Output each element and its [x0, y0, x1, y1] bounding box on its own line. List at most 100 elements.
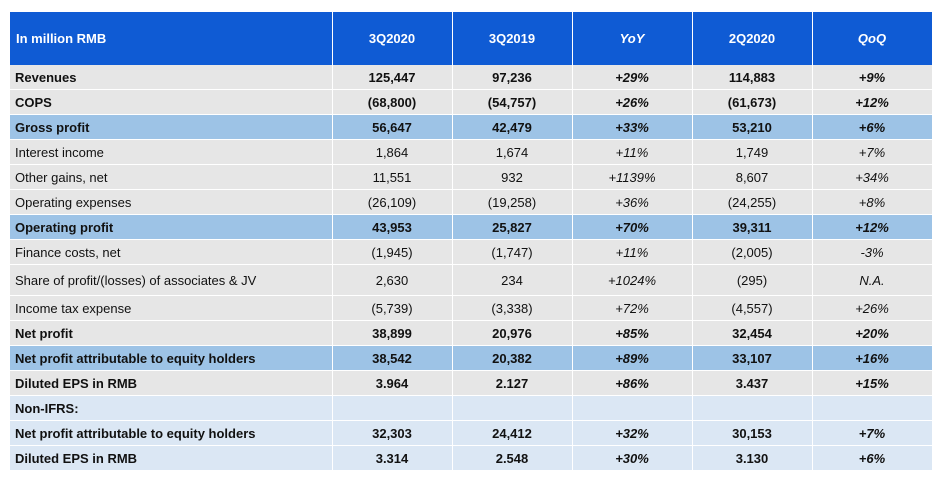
cell-yoy: +11% — [572, 239, 693, 265]
row-label: Operating profit — [10, 214, 333, 240]
cell-3q2019: 2.127 — [452, 370, 573, 396]
cell-yoy: +86% — [572, 370, 693, 396]
cell-2q2020: (4,557) — [692, 295, 813, 321]
cell-qoq: +16% — [812, 345, 933, 371]
cell-yoy: +85% — [572, 320, 693, 346]
cell-qoq: +7% — [812, 139, 933, 165]
cell-2q2020: 1,749 — [692, 139, 813, 165]
row-operating-profit: Operating profit 43,953 25,827 +70% 39,3… — [10, 214, 933, 240]
cell-3q2020: 38,542 — [332, 345, 453, 371]
financial-summary-table-container: In million RMB 3Q2020 3Q2019 YoY 2Q2020 … — [10, 12, 933, 471]
cell-2q2020: (2,005) — [692, 239, 813, 265]
cell-3q2020: 43,953 — [332, 214, 453, 240]
cell-2q2020: 30,153 — [692, 420, 813, 446]
row-label: Share of profit/(losses) of associates &… — [10, 264, 333, 296]
cell-qoq: +12% — [812, 214, 933, 240]
cell-3q2019: (3,338) — [452, 295, 573, 321]
row-label: Interest income — [10, 139, 333, 165]
cell-yoy: +89% — [572, 345, 693, 371]
cell-2q2020: 114,883 — [692, 65, 813, 90]
cell-2q2020: 3.130 — [692, 445, 813, 471]
cell-3q2019: (19,258) — [452, 189, 573, 215]
cell-3q2020: 38,899 — [332, 320, 453, 346]
cell-qoq: -3% — [812, 239, 933, 265]
cell-3q2020: 3.964 — [332, 370, 453, 396]
cell-yoy: +32% — [572, 420, 693, 446]
cell-3q2019: (1,747) — [452, 239, 573, 265]
cell-3q2020: (26,109) — [332, 189, 453, 215]
cell-yoy: +26% — [572, 89, 693, 115]
row-net-profit: Net profit 38,899 20,976 +85% 32,454 +20… — [10, 320, 933, 346]
cell-3q2020 — [332, 395, 453, 421]
cell-2q2020: 53,210 — [692, 114, 813, 140]
cell-yoy: +33% — [572, 114, 693, 140]
cell-3q2020: 3.314 — [332, 445, 453, 471]
cell-3q2019 — [452, 395, 573, 421]
cell-yoy: +30% — [572, 445, 693, 471]
header-yoy: YoY — [572, 12, 693, 65]
cell-3q2019: 42,479 — [452, 114, 573, 140]
table-header: In million RMB 3Q2020 3Q2019 YoY 2Q2020 … — [10, 12, 933, 65]
row-share-of-profit-associates: Share of profit/(losses) of associates &… — [10, 264, 933, 296]
row-operating-expenses: Operating expenses (26,109) (19,258) +36… — [10, 189, 933, 215]
cell-qoq: +6% — [812, 114, 933, 140]
row-label: Diluted EPS in RMB — [10, 370, 333, 396]
cell-qoq: +20% — [812, 320, 933, 346]
header-3q2019: 3Q2019 — [452, 12, 573, 65]
row-other-gains: Other gains, net 11,551 932 +1139% 8,607… — [10, 164, 933, 190]
cell-2q2020: (61,673) — [692, 89, 813, 115]
cell-qoq: N.A. — [812, 264, 933, 296]
row-label: COPS — [10, 89, 333, 115]
cell-qoq: +6% — [812, 445, 933, 471]
row-label: Other gains, net — [10, 164, 333, 190]
cell-3q2019: 24,412 — [452, 420, 573, 446]
row-cops: COPS (68,800) (54,757) +26% (61,673) +12… — [10, 89, 933, 115]
cell-3q2019: (54,757) — [452, 89, 573, 115]
row-income-tax-expense: Income tax expense (5,739) (3,338) +72% … — [10, 295, 933, 321]
row-label: Net profit — [10, 320, 333, 346]
cell-2q2020: (295) — [692, 264, 813, 296]
cell-3q2020: 2,630 — [332, 264, 453, 296]
header-unit: In million RMB — [10, 12, 333, 65]
cell-2q2020: 32,454 — [692, 320, 813, 346]
cell-yoy: +70% — [572, 214, 693, 240]
cell-2q2020: 33,107 — [692, 345, 813, 371]
cell-yoy: +72% — [572, 295, 693, 321]
row-label: Income tax expense — [10, 295, 333, 321]
cell-yoy: +11% — [572, 139, 693, 165]
cell-yoy: +1024% — [572, 264, 693, 296]
cell-3q2019: 20,382 — [452, 345, 573, 371]
cell-qoq: +9% — [812, 65, 933, 90]
cell-qoq: +7% — [812, 420, 933, 446]
row-label: Net profit attributable to equity holder… — [10, 345, 333, 371]
header-qoq: QoQ — [812, 12, 933, 65]
row-net-profit-attributable: Net profit attributable to equity holder… — [10, 345, 933, 371]
cell-3q2020: (68,800) — [332, 89, 453, 115]
row-label: Net profit attributable to equity holder… — [10, 420, 333, 446]
cell-3q2020: 11,551 — [332, 164, 453, 190]
cell-qoq: +8% — [812, 189, 933, 215]
row-gross-profit: Gross profit 56,647 42,479 +33% 53,210 +… — [10, 114, 933, 140]
row-non-ifrs-diluted-eps: Diluted EPS in RMB 3.314 2.548 +30% 3.13… — [10, 445, 933, 471]
row-label: Finance costs, net — [10, 239, 333, 265]
cell-2q2020: 39,311 — [692, 214, 813, 240]
cell-qoq: +15% — [812, 370, 933, 396]
row-label: Non-IFRS: — [10, 395, 333, 421]
cell-3q2020: (1,945) — [332, 239, 453, 265]
row-diluted-eps: Diluted EPS in RMB 3.964 2.127 +86% 3.43… — [10, 370, 933, 396]
cell-qoq — [812, 395, 933, 421]
header-row: In million RMB 3Q2020 3Q2019 YoY 2Q2020 … — [10, 12, 933, 65]
cell-3q2019: 1,674 — [452, 139, 573, 165]
row-label: Revenues — [10, 65, 333, 90]
header-2q2020: 2Q2020 — [692, 12, 813, 65]
cell-2q2020 — [692, 395, 813, 421]
cell-2q2020: 3.437 — [692, 370, 813, 396]
cell-3q2020: 125,447 — [332, 65, 453, 90]
cell-3q2019: 20,976 — [452, 320, 573, 346]
cell-3q2020: (5,739) — [332, 295, 453, 321]
row-label: Operating expenses — [10, 189, 333, 215]
financial-summary-table: In million RMB 3Q2020 3Q2019 YoY 2Q2020 … — [10, 12, 933, 471]
cell-yoy — [572, 395, 693, 421]
cell-qoq: +34% — [812, 164, 933, 190]
cell-2q2020: 8,607 — [692, 164, 813, 190]
